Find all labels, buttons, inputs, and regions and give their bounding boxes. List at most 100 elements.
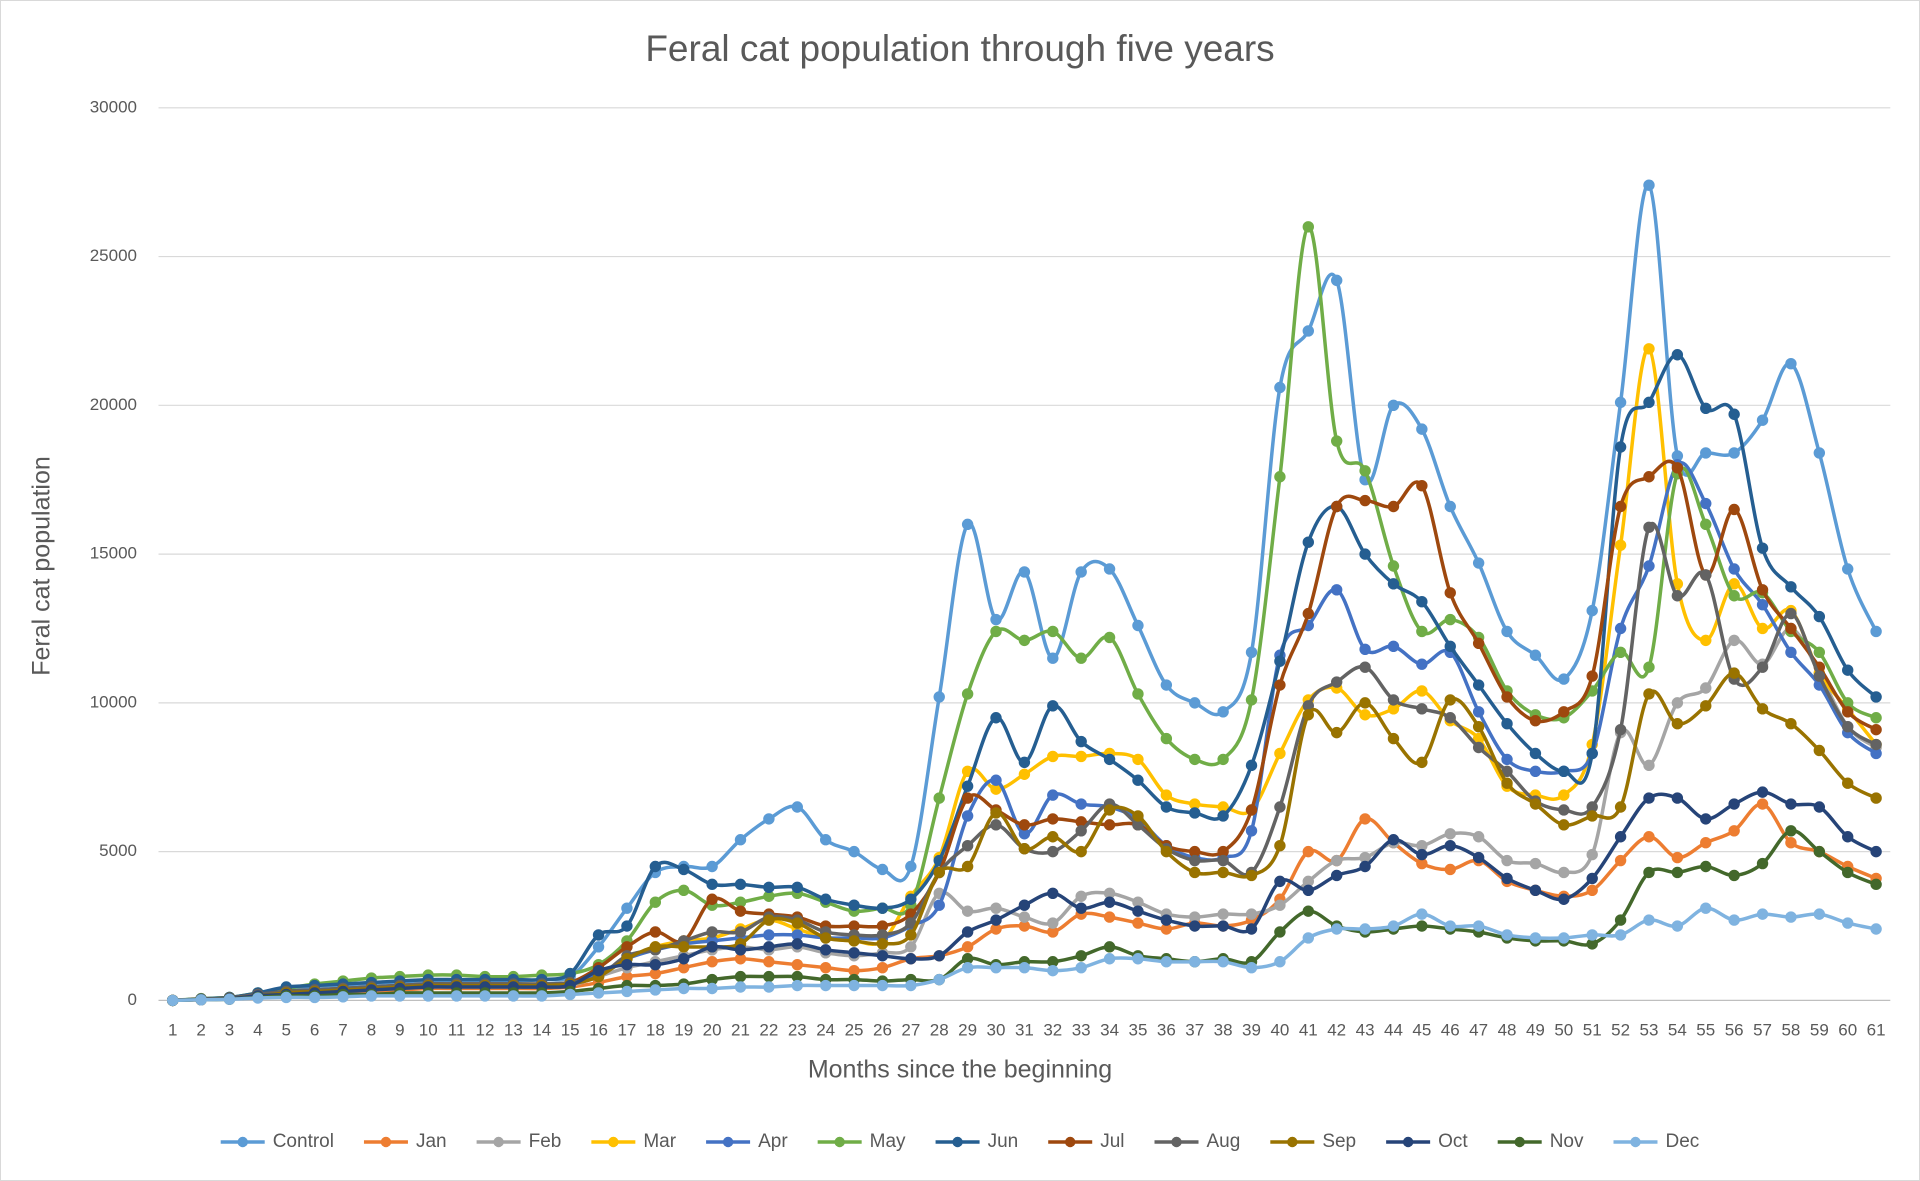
data-point	[1756, 908, 1769, 920]
data-point	[1529, 765, 1542, 777]
data-point	[1643, 560, 1655, 572]
x-tick-label: 37	[1185, 1020, 1204, 1039]
data-point	[1614, 441, 1627, 453]
data-point	[1643, 179, 1655, 191]
data-point	[1047, 700, 1059, 712]
data-point	[763, 970, 775, 983]
data-point	[1018, 961, 1031, 974]
data-point	[1387, 578, 1400, 590]
data-point	[1189, 753, 1201, 766]
data-point	[819, 979, 832, 992]
data-point	[1529, 798, 1542, 810]
x-tick-label: 15	[561, 1020, 580, 1039]
x-tick-label: 35	[1128, 1020, 1147, 1039]
data-point	[1160, 845, 1173, 858]
legend-label: Control	[273, 1131, 334, 1152]
x-tick-label: 45	[1412, 1020, 1431, 1039]
data-point	[791, 979, 803, 992]
data-point	[734, 834, 747, 846]
data-point	[1075, 652, 1087, 664]
data-point	[1586, 848, 1598, 861]
data-point	[1189, 866, 1201, 879]
data-point	[1416, 685, 1428, 697]
data-point	[649, 896, 662, 908]
data-point	[1075, 750, 1087, 763]
data-point	[1756, 798, 1769, 810]
data-point	[933, 899, 945, 911]
data-point	[1245, 961, 1258, 974]
x-tick-label: 21	[731, 1020, 750, 1039]
data-point	[1444, 613, 1456, 626]
data-point	[791, 938, 803, 950]
data-point	[1614, 500, 1627, 513]
data-point	[990, 807, 1002, 819]
data-point	[1728, 447, 1740, 459]
data-point	[1359, 860, 1371, 873]
data-point	[1614, 646, 1627, 658]
data-point	[848, 947, 860, 959]
data-point	[1416, 756, 1428, 769]
data-point	[1274, 801, 1286, 813]
x-tick-label: 32	[1043, 1020, 1062, 1039]
x-tick-label: 24	[816, 1020, 835, 1039]
data-point	[1785, 837, 1797, 849]
data-point	[706, 926, 718, 938]
data-point	[1558, 765, 1570, 777]
data-point	[1075, 735, 1087, 748]
data-point	[1160, 914, 1173, 926]
data-point	[1132, 917, 1144, 929]
x-tick-label: 54	[1668, 1020, 1687, 1039]
data-point	[1756, 598, 1769, 611]
legend-label: Jan	[416, 1131, 447, 1152]
x-tick-label: 41	[1299, 1020, 1318, 1039]
data-point	[1813, 646, 1826, 658]
data-point	[961, 926, 974, 938]
data-point	[1614, 929, 1627, 941]
data-point	[905, 979, 917, 992]
data-point	[1274, 875, 1286, 888]
data-point	[1047, 625, 1059, 638]
data-point	[1586, 929, 1598, 941]
legend-marker	[1171, 1136, 1182, 1148]
data-point	[1416, 848, 1428, 861]
data-point	[1103, 631, 1116, 644]
data-point	[905, 929, 917, 941]
data-point	[990, 774, 1002, 786]
data-point	[1075, 566, 1087, 578]
x-tick-label: 28	[930, 1020, 949, 1039]
data-point	[933, 866, 945, 879]
data-point	[1756, 703, 1769, 715]
data-point	[1274, 839, 1286, 852]
data-point	[1643, 688, 1655, 700]
data-point	[791, 801, 803, 813]
data-point	[1700, 634, 1712, 647]
x-tick-label: 33	[1072, 1020, 1091, 1039]
data-point	[1586, 604, 1598, 617]
data-point	[1189, 854, 1201, 867]
y-tick-label: 0	[128, 990, 137, 1009]
data-point	[1813, 908, 1826, 920]
data-point	[1416, 423, 1428, 435]
x-axis-title: Months since the beginning	[808, 1056, 1112, 1084]
legend-marker	[237, 1136, 248, 1148]
data-point	[1245, 759, 1258, 772]
data-point	[1245, 825, 1258, 837]
data-point	[1217, 810, 1229, 822]
data-point	[1103, 911, 1116, 923]
data-point	[990, 902, 1002, 914]
data-point	[1728, 869, 1740, 882]
data-point	[1529, 649, 1542, 661]
data-point	[990, 961, 1002, 974]
data-point	[1359, 709, 1371, 721]
data-point	[1217, 706, 1229, 718]
data-point	[1245, 908, 1258, 920]
data-point	[1870, 923, 1882, 935]
data-point	[1529, 932, 1542, 944]
x-tick-label: 42	[1327, 1020, 1346, 1039]
data-point	[1785, 357, 1797, 370]
data-point	[848, 899, 860, 911]
data-point	[1558, 789, 1570, 801]
data-point	[1643, 866, 1655, 879]
x-tick-label: 25	[845, 1020, 864, 1039]
data-point	[734, 981, 747, 993]
